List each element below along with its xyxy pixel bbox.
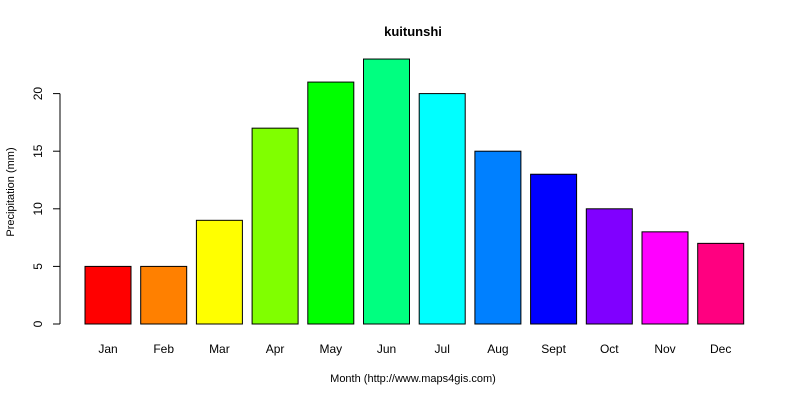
y-tick-label: 20	[31, 87, 45, 101]
x-tick-label: Nov	[654, 342, 675, 356]
bar-apr	[251, 127, 299, 325]
bar-nov	[641, 231, 689, 325]
bar-jun	[363, 58, 410, 325]
x-tick-label: Jun	[377, 342, 396, 356]
y-tick-label: 0	[31, 320, 45, 327]
bar-feb	[140, 265, 188, 325]
x-tick-label: Mar	[209, 342, 230, 356]
bar-oct	[585, 208, 633, 325]
x-tick-label: Dec	[710, 342, 731, 356]
y-tick-label: 15	[31, 144, 45, 158]
bar-aug	[474, 150, 522, 325]
bar-jul	[418, 93, 466, 325]
x-tick-label: Jul	[435, 342, 450, 356]
x-axis-labels: Jan Feb Mar Apr May Jun Jul Aug Sept Oct Nov Dec	[98, 342, 731, 356]
x-axis-label: Month (http://www.maps4gis.com)	[330, 373, 496, 385]
bar-may	[307, 81, 355, 325]
y-tick-label: 5	[31, 263, 45, 270]
bar-dec	[697, 242, 745, 325]
x-tick-label: May	[319, 342, 342, 356]
x-tick-label: Apr	[266, 342, 285, 356]
x-tick-label: Jan	[98, 342, 117, 356]
x-tick-label: Aug	[487, 342, 508, 356]
bar-jan	[84, 265, 132, 325]
y-axis: 0 5 10 15 20	[31, 87, 61, 327]
bar-sept	[530, 173, 578, 325]
x-tick-label: Sept	[541, 342, 566, 356]
bar-mar	[195, 219, 243, 325]
x-tick-label: Feb	[153, 342, 174, 356]
x-tick-label: Oct	[600, 342, 619, 356]
chart-title: kuitunshi	[384, 24, 442, 39]
y-axis-label: Precipitation (mm)	[5, 147, 17, 236]
bars	[84, 58, 745, 325]
y-tick-label: 10	[31, 202, 45, 216]
